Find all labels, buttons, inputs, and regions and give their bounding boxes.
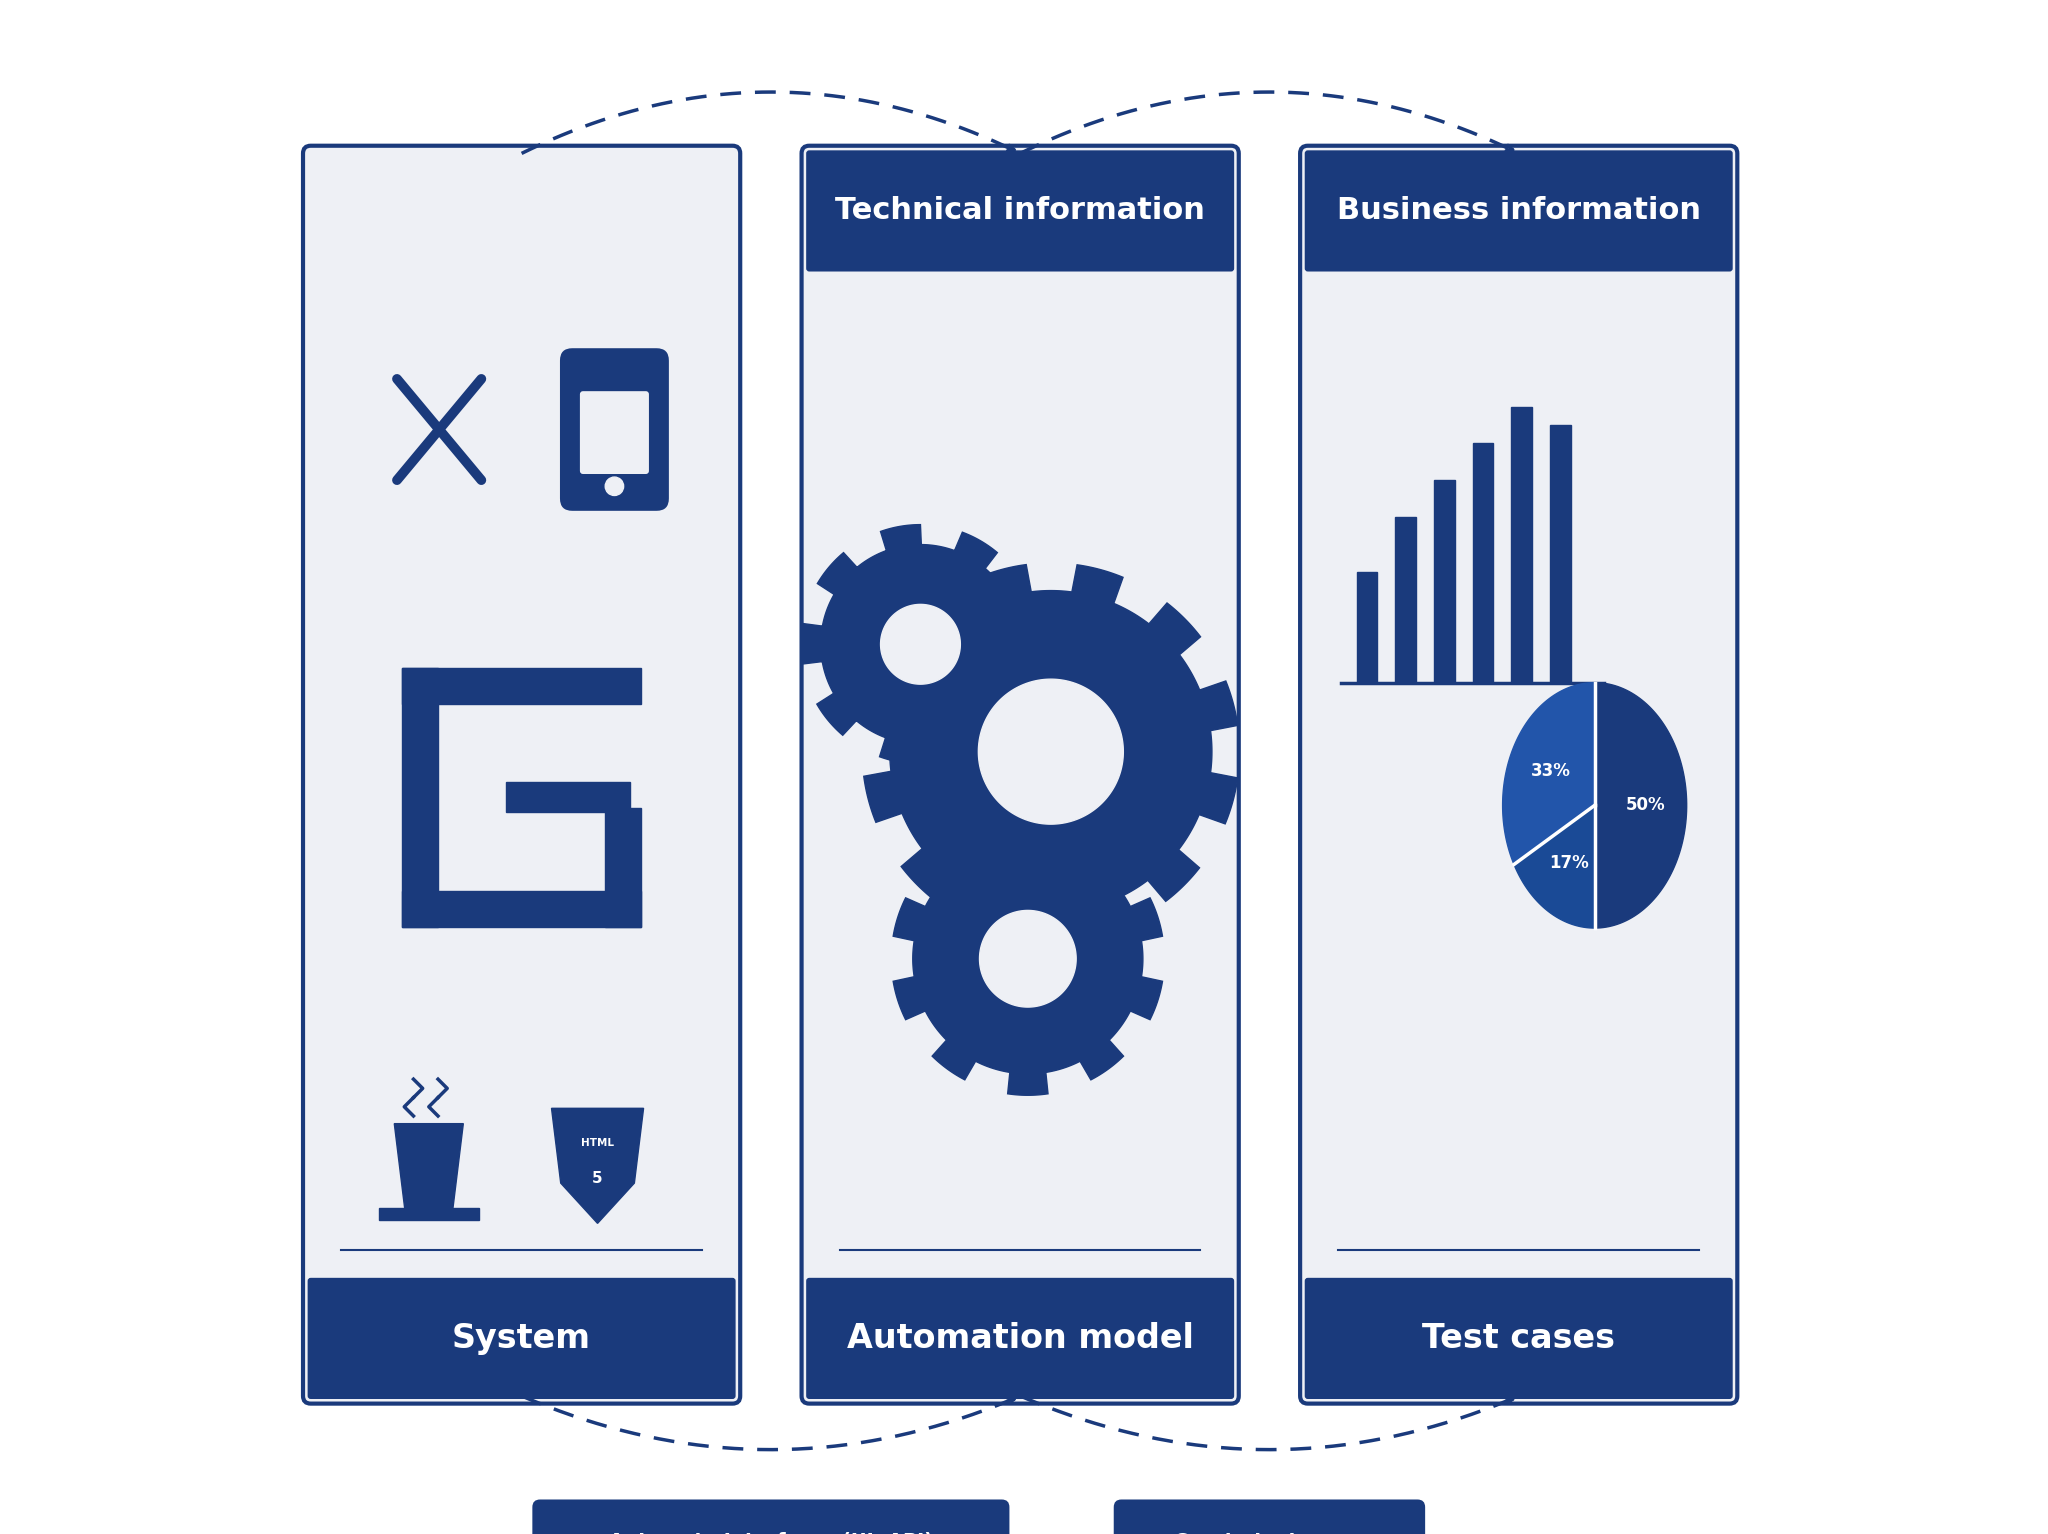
Polygon shape — [395, 1123, 463, 1209]
Bar — [401, 669, 641, 704]
Polygon shape — [893, 822, 1163, 1095]
FancyBboxPatch shape — [580, 391, 649, 474]
Bar — [506, 781, 631, 811]
Bar — [606, 807, 641, 927]
FancyBboxPatch shape — [307, 1278, 735, 1399]
Text: 17%: 17% — [1548, 854, 1589, 873]
Text: Automate Interfaces (UI, API): Automate Interfaces (UI, API) — [608, 1532, 934, 1534]
Text: Automation model: Automation model — [846, 1322, 1194, 1355]
Polygon shape — [881, 604, 961, 684]
Polygon shape — [1513, 805, 1595, 928]
Text: HTML: HTML — [582, 1138, 614, 1147]
Text: Test cases: Test cases — [1421, 1322, 1616, 1355]
FancyBboxPatch shape — [303, 146, 739, 1404]
Polygon shape — [1595, 683, 1688, 928]
Text: 33%: 33% — [1532, 762, 1571, 779]
Text: System: System — [453, 1322, 592, 1355]
FancyBboxPatch shape — [1300, 146, 1737, 1404]
FancyBboxPatch shape — [559, 348, 670, 511]
Bar — [379, 1209, 479, 1221]
Polygon shape — [1503, 683, 1595, 865]
Polygon shape — [979, 910, 1075, 1006]
Text: i: i — [1042, 719, 1059, 769]
Bar — [401, 891, 641, 927]
Polygon shape — [801, 525, 1038, 764]
Text: Create test cases: Create test cases — [1174, 1532, 1366, 1534]
Bar — [401, 669, 438, 927]
FancyBboxPatch shape — [1305, 150, 1733, 272]
FancyBboxPatch shape — [532, 1500, 1010, 1534]
Text: 5: 5 — [592, 1170, 602, 1186]
FancyBboxPatch shape — [1114, 1500, 1425, 1534]
Text: 50%: 50% — [1626, 796, 1665, 815]
Bar — [1395, 517, 1415, 683]
Bar — [1550, 425, 1571, 683]
Bar — [1434, 480, 1454, 683]
FancyBboxPatch shape — [1305, 1278, 1733, 1399]
FancyBboxPatch shape — [807, 150, 1235, 272]
Polygon shape — [864, 565, 1237, 939]
Bar — [1356, 572, 1376, 683]
Polygon shape — [979, 680, 1122, 824]
Text: Technical information: Technical information — [836, 196, 1204, 225]
Bar — [1511, 407, 1532, 683]
FancyBboxPatch shape — [807, 1278, 1235, 1399]
Polygon shape — [551, 1108, 643, 1224]
Circle shape — [606, 477, 625, 495]
FancyBboxPatch shape — [801, 146, 1239, 1404]
Bar — [1473, 443, 1493, 683]
Text: Business information: Business information — [1337, 196, 1700, 225]
